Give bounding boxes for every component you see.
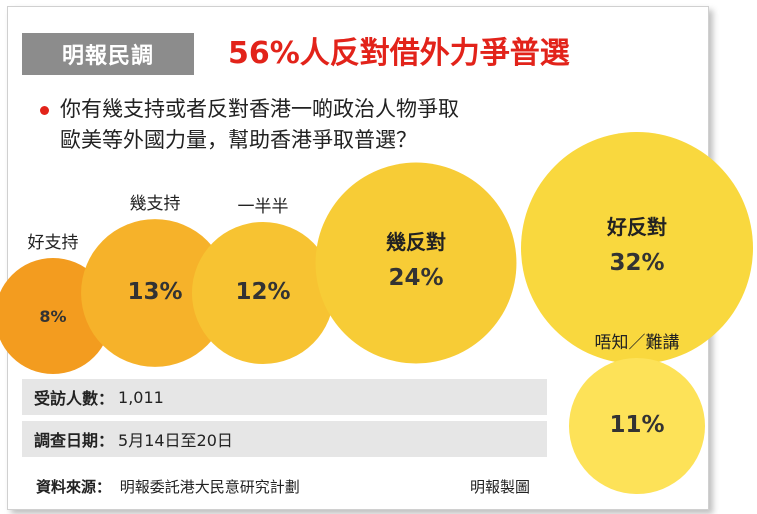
survey-period-panel: 調查日期： 5月14日至20日 — [22, 421, 547, 457]
source-note: 資料來源： 明報委託港大民意研究計劃 — [36, 476, 300, 497]
category-label: 一半半 — [238, 197, 289, 217]
category-label: 唔知／難講 — [595, 333, 680, 353]
bubble-6 — [568, 357, 706, 495]
bubble-4 — [315, 162, 517, 364]
respondents-panel: 受訪人數： 1,011 — [22, 379, 547, 415]
value-label: 24% — [388, 265, 443, 291]
bullet-dot-icon — [40, 106, 49, 115]
value-label: 13% — [127, 279, 182, 305]
respondents-value: 1,011 — [118, 387, 164, 407]
bubble-2 — [81, 219, 229, 367]
value-label: 8% — [39, 307, 66, 326]
survey-question: 你有幾支持或者反對香港一啲政治人物爭取 歐美等外國力量，幫助香港爭取普選？ — [60, 94, 530, 156]
value-label: 32% — [609, 250, 664, 276]
respondents-label: 受訪人數： — [34, 389, 115, 408]
question-line-2: 歐美等外國力量，幫助香港爭取普選？ — [60, 128, 417, 152]
category-label: 好支持 — [28, 233, 79, 253]
headline: 56%人反對借外力爭普選 — [228, 36, 570, 71]
source-label: 資料來源： — [36, 478, 112, 496]
value-label: 12% — [235, 279, 290, 305]
period-value: 5月14日至20日 — [118, 431, 233, 450]
source-value: 明報委託港大民意研究計劃 — [119, 478, 300, 496]
question-line-1: 你有幾支持或者反對香港一啲政治人物爭取 — [60, 97, 459, 121]
category-label: 好反對 — [606, 215, 667, 239]
value-label: 11% — [609, 412, 664, 438]
bubble-3 — [191, 221, 335, 365]
category-label: 幾支持 — [130, 194, 181, 214]
graphic-credit: 明報製圖 — [470, 478, 531, 496]
bubble-5 — [521, 132, 753, 364]
poll-tag: 明報民調 — [22, 33, 194, 75]
period-label: 調查日期： — [34, 431, 115, 450]
category-label: 幾反對 — [386, 230, 446, 254]
